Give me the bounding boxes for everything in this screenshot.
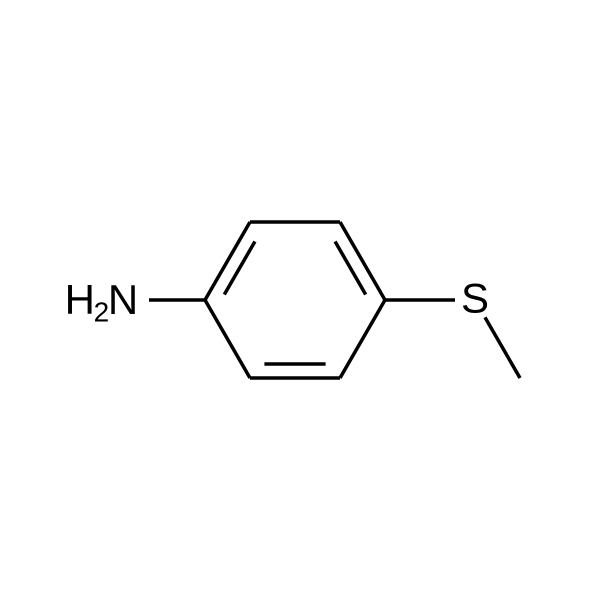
amine-n: N [108, 276, 138, 323]
molecule-diagram: H2NS [0, 0, 600, 600]
sulfur-label: S [461, 275, 489, 322]
amine-h: H [65, 276, 95, 323]
